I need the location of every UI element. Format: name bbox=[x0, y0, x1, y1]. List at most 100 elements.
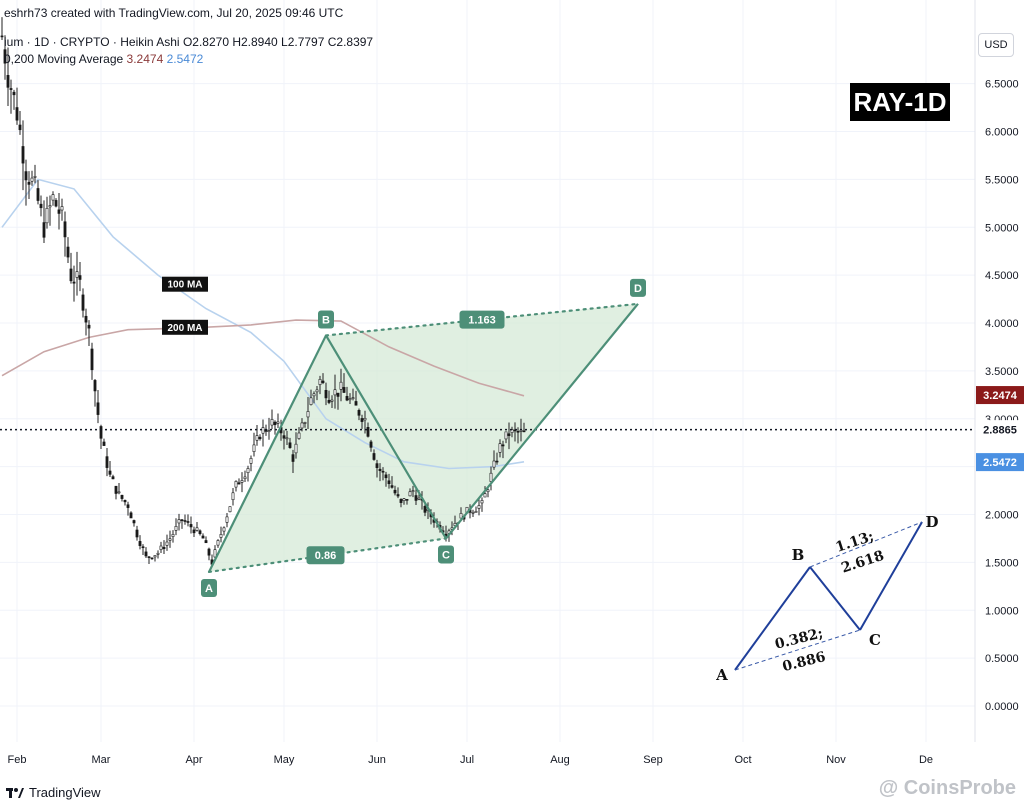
candle-body bbox=[126, 504, 130, 508]
candle-body bbox=[66, 246, 70, 258]
candle-body bbox=[252, 444, 256, 452]
candle-body bbox=[504, 431, 508, 440]
candle-body bbox=[423, 506, 427, 513]
candle-body bbox=[150, 557, 154, 560]
pattern-fill bbox=[209, 303, 638, 572]
candle-body bbox=[219, 534, 223, 538]
candle-body bbox=[378, 468, 382, 471]
y-tick-label: 6.5000 bbox=[985, 79, 1019, 91]
inset-dashed bbox=[734, 629, 861, 671]
candle-body bbox=[165, 541, 169, 546]
candle-body bbox=[480, 500, 484, 504]
price-axis[interactable]: 0.00000.50001.00001.50002.00002.50003.00… bbox=[975, 79, 1024, 713]
candle-body bbox=[90, 348, 94, 371]
inset-point-label: C bbox=[869, 631, 881, 649]
candle-body bbox=[63, 221, 67, 238]
candle-body bbox=[360, 418, 364, 422]
candle-body bbox=[240, 480, 244, 483]
ma-label: 200 MA bbox=[167, 323, 202, 334]
inset-leg bbox=[859, 521, 923, 631]
currency-button[interactable]: USD bbox=[978, 33, 1014, 57]
candle-body bbox=[357, 409, 361, 416]
candle-body bbox=[21, 146, 25, 164]
candle-body bbox=[300, 422, 304, 429]
y-tick-label: 4.0000 bbox=[985, 318, 1019, 330]
x-tick-label: Jun bbox=[368, 754, 386, 766]
price-badge-0-box bbox=[976, 386, 1024, 405]
inset-point-label: B bbox=[792, 546, 805, 564]
candle-body bbox=[387, 480, 391, 485]
triangle-abc bbox=[209, 335, 446, 572]
candle-body bbox=[174, 526, 178, 531]
time-axis[interactable]: Feb Mar Apr May Jun Jul Aug Sep Oct Nov De bbox=[8, 754, 934, 766]
candle-body bbox=[180, 519, 184, 522]
candle-body bbox=[522, 430, 526, 433]
candle-body bbox=[483, 493, 487, 498]
candle-body bbox=[411, 490, 415, 492]
candle-body bbox=[381, 470, 385, 473]
candle-body bbox=[243, 476, 247, 480]
point-label-box bbox=[438, 545, 454, 564]
candle-body bbox=[6, 75, 10, 88]
candle-body bbox=[147, 556, 151, 559]
candle-body bbox=[111, 476, 115, 480]
candle-body bbox=[27, 181, 31, 185]
price-badge-1: 2.5472 bbox=[983, 457, 1017, 469]
candle-body bbox=[222, 527, 226, 532]
candle-body bbox=[36, 188, 40, 201]
candle-body bbox=[336, 392, 340, 397]
candle-body bbox=[39, 203, 43, 209]
candle-body bbox=[216, 540, 220, 546]
y-tick-label: 1.5000 bbox=[985, 557, 1019, 569]
candle-body bbox=[495, 460, 499, 463]
author-line: eshrh73 created with TradingView.com, Ju… bbox=[4, 6, 344, 20]
candle-body bbox=[471, 511, 475, 514]
x-tick-label: Nov bbox=[826, 754, 846, 766]
x-tick-label: Mar bbox=[92, 754, 111, 766]
price-badge-1-box bbox=[976, 453, 1024, 472]
watermark: @ CoinsProbe bbox=[878, 777, 1016, 799]
candle-body bbox=[60, 206, 64, 211]
x-tick-label: De bbox=[919, 754, 933, 766]
candle-body bbox=[75, 271, 79, 278]
y-tick-label: 0.5000 bbox=[985, 653, 1019, 665]
point-label: C bbox=[442, 549, 450, 561]
pattern-leg-AB bbox=[208, 334, 327, 573]
tradingview-logo[interactable]: TradingView bbox=[6, 785, 101, 800]
candle-body bbox=[291, 454, 295, 462]
candle-body bbox=[168, 538, 172, 541]
candle-body bbox=[342, 387, 346, 393]
ratio-label-box bbox=[306, 546, 345, 565]
candle-body bbox=[261, 427, 265, 434]
candle-body bbox=[372, 453, 376, 460]
candle-body bbox=[135, 529, 139, 538]
candle-body bbox=[276, 421, 280, 424]
ma-line-200 bbox=[1, 319, 525, 397]
y-tick-label: 5.5000 bbox=[985, 174, 1019, 186]
chart-title: RAY-1D bbox=[850, 83, 950, 121]
ratio-label-box bbox=[459, 310, 505, 329]
y-tick-label: 4.5000 bbox=[985, 270, 1019, 282]
harmonic-pattern: 1.163 0.86 A B C D bbox=[0, 278, 975, 597]
candle-body bbox=[309, 397, 313, 405]
candle-body bbox=[186, 521, 190, 523]
ma-value-200: 3.2474 bbox=[126, 52, 164, 66]
candle-body bbox=[501, 444, 505, 447]
candle-body bbox=[393, 489, 397, 494]
candle-body bbox=[93, 380, 97, 392]
candle-body bbox=[474, 511, 478, 513]
candle-body bbox=[234, 481, 238, 488]
candle-body bbox=[417, 497, 421, 500]
candle-body bbox=[108, 470, 112, 475]
point-label: A bbox=[205, 583, 213, 595]
candle-body bbox=[303, 422, 307, 424]
candle-body bbox=[195, 527, 199, 531]
candle-body bbox=[345, 396, 349, 401]
grid bbox=[0, 0, 976, 742]
moving-averages: 100 MA 200 MA bbox=[1, 178, 525, 470]
y-tick-label: 6.0000 bbox=[985, 127, 1019, 139]
candle-body bbox=[102, 441, 106, 446]
pattern-leg-BC bbox=[325, 334, 447, 539]
candle-body bbox=[57, 209, 61, 214]
